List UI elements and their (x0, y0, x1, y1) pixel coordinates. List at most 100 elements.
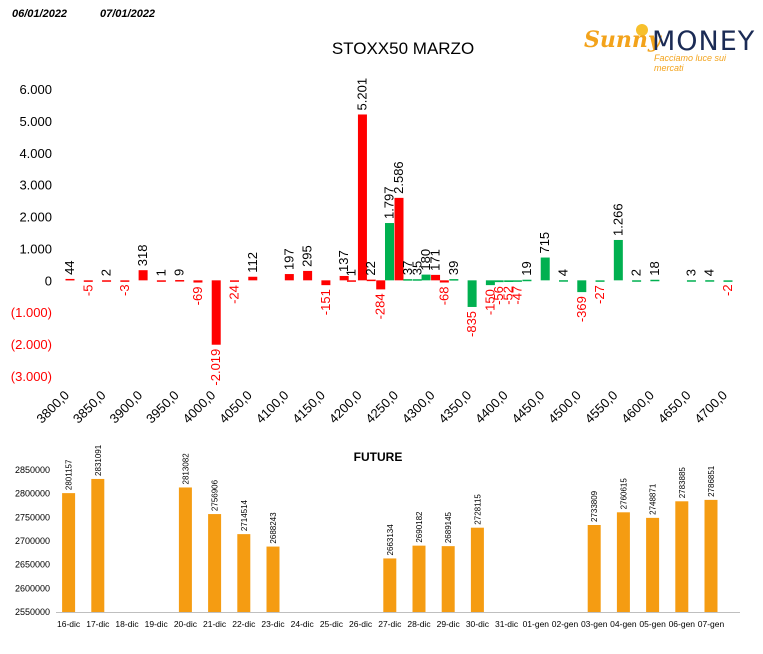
future-y-tick-label: 2650000 (15, 560, 50, 570)
future-x-tick-label: 26-dic (349, 619, 373, 629)
bar-value-label: 18 (647, 261, 662, 275)
bar-value-label: 171 (428, 249, 443, 271)
bar-value-label: 19 (519, 261, 534, 275)
y-tick-label: 4.000 (19, 146, 52, 161)
bar-value-label: 35 (409, 261, 424, 275)
future-value-label: 2690182 (415, 511, 424, 543)
logo-tagline: Facciamo luce sui mercati (654, 53, 727, 73)
future-bar (383, 558, 397, 612)
bar-value-label: 2.586 (391, 161, 406, 194)
bar-value-label: -835 (464, 311, 479, 337)
future-value-label: 2733809 (590, 490, 599, 522)
bar-value-label: 2 (629, 269, 644, 276)
bar-value-label: -284 (373, 293, 388, 319)
future-bar (91, 478, 105, 612)
bar-value-label: -369 (574, 296, 589, 322)
date-from: 06/01/2022 (12, 8, 68, 20)
y-tick-label: 3.000 (19, 178, 52, 193)
bar-value-label: 3 (683, 269, 698, 276)
future-x-tick-label: 25-dic (320, 619, 344, 629)
bar (494, 280, 504, 283)
future-value-label: 2748871 (649, 483, 658, 515)
bar-value-label: 37 (400, 261, 415, 275)
future-y-tick-label: 2600000 (15, 583, 50, 593)
future-value-label: 2714514 (240, 499, 249, 531)
bar (357, 114, 367, 281)
future-x-tick-label: 01-gen (523, 619, 550, 629)
future-bar (441, 546, 455, 612)
bar-value-label: 2 (99, 269, 114, 276)
bar-value-label: -3 (117, 284, 132, 296)
bar (431, 274, 441, 281)
bar (138, 270, 148, 281)
future-x-tick-label: 06-gen (669, 619, 696, 629)
date-to: 07/01/2022 (100, 8, 156, 20)
future-bar (237, 534, 251, 612)
future-y-tick-label: 2750000 (15, 512, 50, 522)
sun-icon (636, 24, 648, 36)
future-bar (675, 501, 689, 612)
bar-value-label: 137 (336, 250, 351, 272)
logo-brand-left: Sunny (584, 27, 661, 53)
bar-value-label: 5.201 (354, 78, 369, 111)
bar-value-label: -2 (720, 284, 735, 296)
future-bar (412, 545, 426, 612)
future-x-tick-label: 18-dic (115, 619, 139, 629)
future-value-label: 2813082 (181, 453, 190, 485)
future-x-tick-label: 20-dic (174, 619, 198, 629)
future-x-tick-label: 31-dic (495, 619, 519, 629)
bar (156, 280, 166, 282)
bar-value-label: -52 (501, 286, 516, 305)
future-value-label: 2728115 (473, 494, 482, 525)
y-tick-label: (3.000) (11, 369, 52, 384)
bar-value-label: 112 (245, 252, 260, 273)
future-x-tick-label: 04-gen (610, 619, 637, 629)
bar-value-label: 4 (702, 269, 717, 276)
bar-value-label: -2.019 (208, 349, 223, 386)
options-open-interest-chart: STOXX50 MARZO (3.000) (2.000) (1.000) 0 1.000… (11, 39, 735, 426)
future-bar (208, 514, 222, 612)
bar-value-label: 197 (281, 248, 296, 270)
bar (175, 280, 185, 282)
future-value-label: 2663134 (386, 524, 395, 556)
bar-value-label: 44 (62, 260, 77, 274)
bar (632, 280, 642, 282)
bar (65, 278, 75, 281)
sunny-money-logo: Sunny MONEY Facciamo luce sui mercati (584, 24, 756, 73)
bar (321, 280, 331, 286)
future-value-label: 2760615 (619, 478, 628, 510)
future-value-label: 2801157 (65, 459, 74, 490)
future-x-tick-label: 17-dic (86, 619, 110, 629)
bar-value-label: 715 (537, 232, 552, 254)
future-x-tick-label: 21-dic (203, 619, 227, 629)
future-y-tick-label: 2800000 (15, 489, 50, 499)
future-x-tick-label: 30-dic (466, 619, 490, 629)
bar-value-label: -24 (227, 285, 242, 304)
y-tick-label: (2.000) (11, 337, 52, 352)
bar (346, 280, 356, 282)
future-x-tick-label: 28-dic (407, 619, 431, 629)
bar-value-label: 1.266 (610, 203, 625, 236)
logo-brand-right: MONEY (652, 26, 756, 57)
future-value-label: 2756906 (211, 479, 220, 511)
bar (403, 279, 413, 281)
future-value-label: 2689145 (444, 511, 453, 543)
future-y-tick-label: 2850000 (15, 465, 50, 475)
y-tick-label: (1.000) (11, 305, 52, 320)
y-tick-label: 5.000 (19, 114, 52, 129)
bar (504, 280, 514, 282)
bar (284, 274, 294, 281)
bar-value-label: 39 (446, 261, 461, 275)
bar (559, 280, 568, 282)
future-bar (178, 487, 192, 612)
bar (248, 276, 258, 281)
bar (522, 279, 532, 282)
future-x-tick-label: 03-gen (581, 619, 608, 629)
future-y-tick-label: 2550000 (15, 607, 50, 617)
bar (193, 280, 203, 283)
bar-value-label: -151 (318, 289, 333, 315)
bar (449, 279, 459, 281)
bar (485, 280, 495, 286)
bar-value-label: -68 (436, 287, 451, 306)
bar (613, 239, 623, 281)
